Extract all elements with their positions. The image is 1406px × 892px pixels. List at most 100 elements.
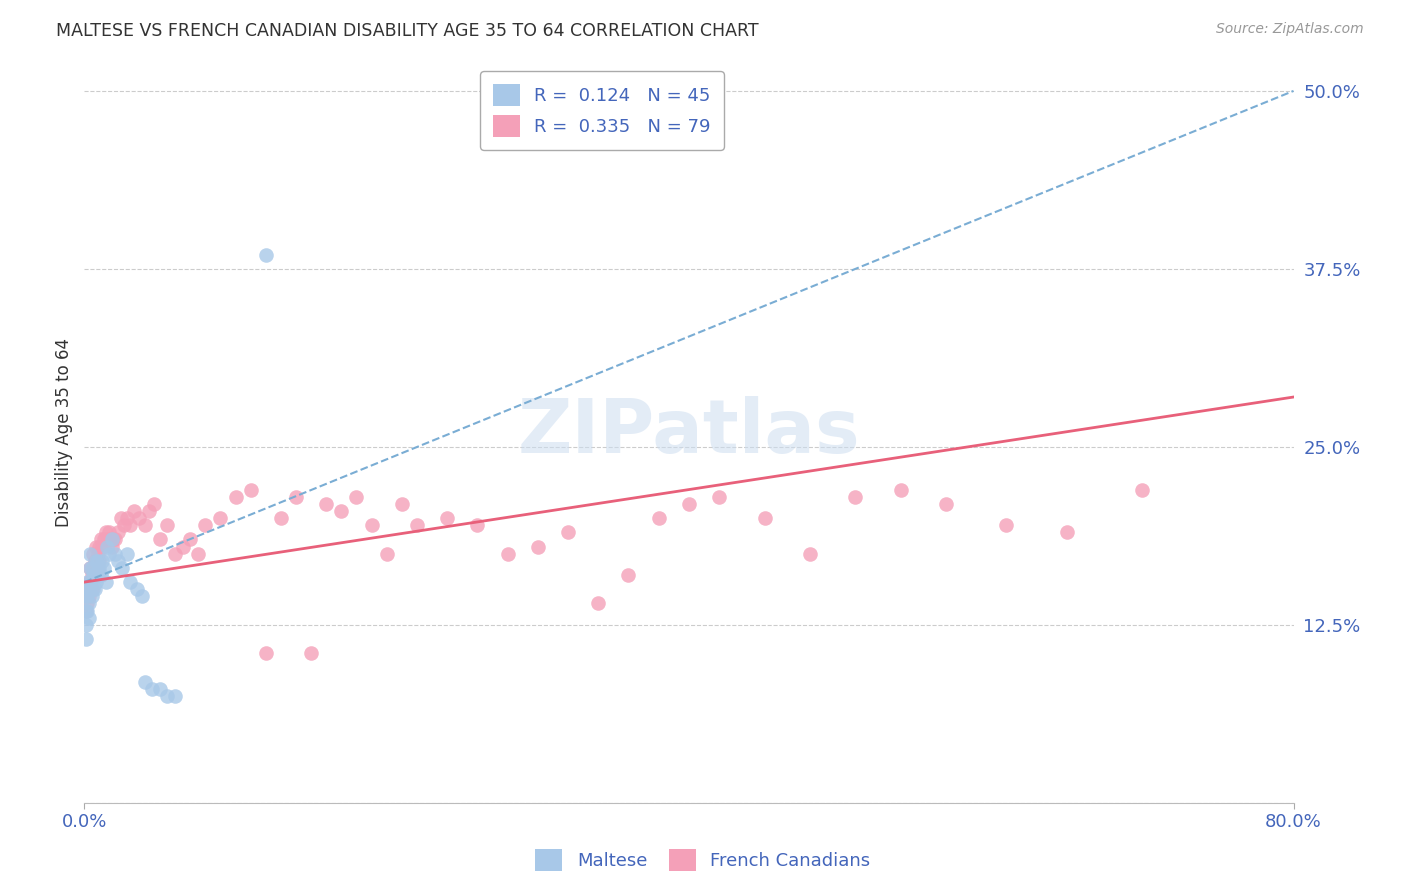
Point: [80, 582, 103, 597]
Point: [163, 689, 186, 703]
Point: [80, 561, 103, 575]
Point: [97, 525, 120, 540]
Text: MALTESE VS FRENCH CANADIAN DISABILITY AGE 35 TO 64 CORRELATION CHART: MALTESE VS FRENCH CANADIAN DISABILITY AG…: [56, 22, 759, 40]
Point: [86, 554, 108, 568]
Point: [270, 511, 292, 525]
Point: [77, 575, 100, 590]
Point: [299, 646, 322, 660]
Point: [330, 504, 353, 518]
Point: [678, 497, 700, 511]
Point: [86, 540, 108, 554]
Point: [209, 511, 232, 525]
Point: [93, 533, 115, 547]
Text: Source: ZipAtlas.com: Source: ZipAtlas.com: [1216, 22, 1364, 37]
Point: [91, 540, 114, 554]
Point: [96, 540, 118, 554]
Point: [131, 590, 153, 604]
Point: [75, 617, 97, 632]
Point: [187, 547, 209, 561]
Point: [77, 582, 100, 597]
Point: [76, 604, 98, 618]
Point: [391, 497, 413, 511]
Point: [82, 561, 104, 575]
Point: [118, 518, 141, 533]
Point: [436, 511, 458, 525]
Point: [557, 525, 579, 540]
Point: [118, 575, 141, 590]
Point: [284, 490, 308, 504]
Point: [111, 561, 134, 575]
Point: [77, 611, 100, 625]
Point: [107, 525, 129, 540]
Point: [76, 590, 98, 604]
Point: [172, 540, 194, 554]
Point: [254, 247, 277, 261]
Point: [156, 518, 179, 533]
Point: [138, 504, 160, 518]
Point: [163, 547, 186, 561]
Point: [709, 490, 731, 504]
Point: [496, 547, 519, 561]
Point: [77, 597, 100, 611]
Point: [141, 681, 163, 696]
Point: [1056, 525, 1078, 540]
Point: [87, 554, 110, 568]
Point: [890, 483, 912, 497]
Legend: Maltese, French Canadians: Maltese, French Canadians: [529, 842, 877, 879]
Point: [75, 604, 97, 618]
Point: [75, 590, 97, 604]
Point: [98, 533, 121, 547]
Point: [104, 533, 127, 547]
Point: [89, 554, 111, 568]
Point: [100, 533, 122, 547]
Point: [156, 689, 179, 703]
Point: [90, 533, 112, 547]
Point: [94, 575, 117, 590]
Point: [115, 547, 138, 561]
Point: [82, 547, 104, 561]
Point: [86, 554, 108, 568]
Point: [128, 511, 150, 525]
Point: [647, 511, 671, 525]
Point: [100, 540, 122, 554]
Point: [80, 575, 103, 590]
Point: [406, 518, 429, 533]
Point: [995, 518, 1018, 533]
Point: [799, 547, 821, 561]
Point: [91, 554, 114, 568]
Point: [84, 554, 107, 568]
Point: [134, 518, 156, 533]
Point: [90, 568, 112, 582]
Point: [97, 547, 120, 561]
Point: [84, 568, 107, 582]
Point: [76, 582, 98, 597]
Point: [194, 518, 217, 533]
Point: [87, 547, 110, 561]
Point: [588, 597, 610, 611]
Legend: R =  0.124   N = 45, R =  0.335   N = 79: R = 0.124 N = 45, R = 0.335 N = 79: [481, 71, 724, 150]
Point: [79, 561, 101, 575]
Point: [93, 561, 115, 575]
Point: [112, 518, 135, 533]
Point: [80, 568, 103, 582]
Point: [346, 490, 368, 504]
Point: [115, 511, 138, 525]
Point: [87, 568, 110, 582]
Point: [79, 575, 101, 590]
Point: [79, 575, 101, 590]
Point: [122, 504, 145, 518]
Point: [617, 568, 640, 582]
Point: [96, 533, 118, 547]
Point: [104, 547, 127, 561]
Point: [149, 681, 172, 696]
Point: [239, 483, 262, 497]
Point: [101, 533, 124, 547]
Point: [375, 547, 398, 561]
Point: [86, 575, 108, 590]
Point: [79, 547, 101, 561]
Point: [110, 511, 132, 525]
Point: [84, 582, 107, 597]
Point: [79, 561, 101, 575]
Point: [75, 590, 97, 604]
Point: [75, 604, 97, 618]
